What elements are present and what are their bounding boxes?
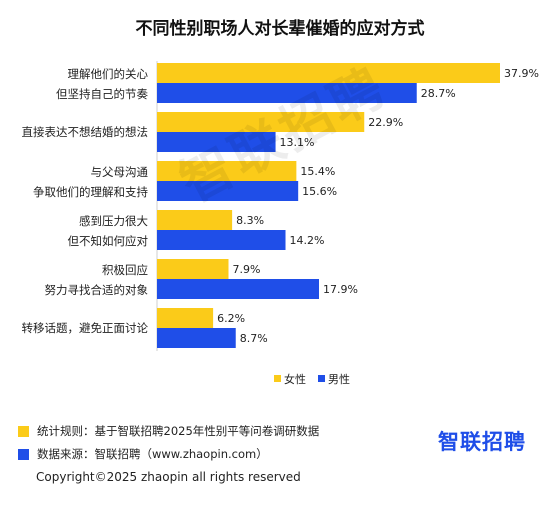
bar-male — [157, 132, 276, 152]
bar-female — [157, 63, 500, 83]
category-label: 转移话题，避免正面讨论 — [22, 321, 149, 335]
data-label: 37.9% — [504, 67, 539, 80]
data-label: 15.6% — [302, 185, 337, 198]
legend-swatch-female — [274, 375, 281, 382]
legend-label: 男性 — [328, 372, 350, 386]
copyright: Copyright©2025 zhaopin all rights reserv… — [36, 470, 301, 484]
data-label: 15.4% — [300, 165, 335, 178]
data-label: 22.9% — [368, 116, 403, 129]
bar-male — [157, 83, 417, 103]
bar-male — [157, 230, 286, 250]
bar-female — [157, 210, 233, 230]
category-label: 理解他们的关心 — [68, 67, 149, 81]
bar-female — [157, 259, 229, 279]
category-label: 但不知如何应对 — [68, 234, 149, 248]
bar-male — [157, 181, 299, 201]
rule-marker — [18, 425, 29, 437]
source-marker — [18, 448, 29, 460]
legend-label: 女性 — [284, 372, 306, 386]
category-label: 直接表达不想结婚的想法 — [22, 125, 149, 139]
category-label: 感到压力很大 — [79, 214, 148, 228]
bar-female — [157, 112, 365, 132]
data-label: 6.2% — [217, 312, 245, 325]
rule-text: 统计规则：基于智联招聘2025年性别平等问卷调研数据 — [37, 424, 320, 438]
data-label: 7.9% — [232, 263, 260, 276]
category-label: 但坚持自己的节奏 — [56, 87, 148, 101]
category-label: 积极回应 — [102, 263, 148, 277]
bar-male — [157, 279, 319, 299]
bar-female — [157, 161, 297, 181]
legend-swatch-male — [318, 375, 325, 382]
data-label: 28.7% — [421, 87, 456, 100]
category-label: 努力寻找合适的对象 — [45, 283, 149, 297]
category-label: 与父母沟通 — [91, 165, 149, 179]
data-label: 13.1% — [280, 136, 315, 149]
zhaopin-logo: 智联招聘 — [438, 430, 526, 454]
data-label: 8.3% — [236, 214, 264, 227]
data-label: 17.9% — [323, 283, 358, 296]
data-label: 14.2% — [290, 234, 325, 247]
footer-source: 数据来源：智联招聘（www.zhaopin.com） — [18, 446, 268, 462]
bar-male — [157, 328, 236, 348]
data-label: 8.7% — [240, 332, 268, 345]
chart-title: 不同性别职场人对长辈催婚的应对方式 — [135, 19, 425, 39]
category-label: 争取他们的理解和支持 — [33, 185, 148, 199]
source-text: 数据来源：智联招聘（www.zhaopin.com） — [37, 447, 268, 461]
footer-rule: 统计规则：基于智联招聘2025年性别平等问卷调研数据 — [18, 423, 319, 439]
bar-female — [157, 308, 214, 328]
